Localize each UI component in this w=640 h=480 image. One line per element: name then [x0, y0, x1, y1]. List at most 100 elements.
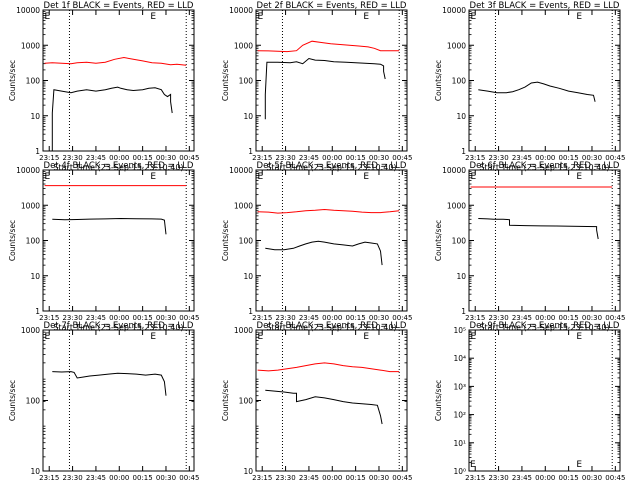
y-tick-label: 1000	[234, 201, 253, 210]
events-series-line	[264, 57, 386, 120]
y-tick-label: 1000	[234, 41, 253, 50]
y-axis-label: Counts/sec	[221, 220, 230, 261]
panel-5: Det 5f BLACK = Events, RED = LLD Counts/s…	[221, 161, 412, 332]
panel-title: Det 9f BLACK = Events, RED = LLD	[470, 321, 620, 331]
y-tick-label: 1	[35, 147, 40, 156]
y-tick-label: 100	[26, 77, 41, 86]
x-tick-label: 00:45	[605, 474, 625, 480]
y-tick-label: 10⁵	[453, 326, 466, 335]
y-tick-label: 100	[452, 237, 467, 246]
x-tick-label: 00:30	[582, 154, 602, 162]
x-tick-label: 00:45	[392, 474, 412, 480]
e-marker-label: E	[576, 172, 582, 182]
events-series-line	[51, 86, 173, 151]
plot-frame	[468, 329, 621, 472]
y-axis-label: Counts/sec	[8, 380, 17, 421]
x-tick-label: 00:00	[109, 474, 129, 480]
y-tick-label: 100	[239, 77, 254, 86]
y-tick-label: 100	[26, 237, 41, 246]
x-tick-label: 00:00	[535, 474, 555, 480]
lld-series-line	[257, 40, 400, 53]
e-marker-label: E	[470, 460, 476, 470]
panel-title: Det 3f BLACK = Events, RED = LLD	[470, 1, 620, 11]
y-tick-label: 10	[456, 112, 466, 121]
x-tick-label: 00:30	[156, 314, 176, 322]
y-tick-label: 10	[30, 272, 40, 281]
x-axis-label: Start Time (23-Sep-15 23:10:40)	[479, 323, 609, 332]
x-tick-label: 00:15	[559, 154, 579, 162]
events-series-line	[265, 240, 383, 266]
e-marker-label: E	[363, 12, 369, 22]
y-tick-label: 10000	[16, 6, 40, 15]
panel-8: Det 8f BLACK = Events, RED = LLD Counts/s…	[221, 321, 412, 480]
x-tick-label: 23:45	[299, 474, 319, 480]
y-axis-label: Counts/sec	[434, 380, 443, 421]
x-tick-label: 00:30	[156, 474, 176, 480]
e-marker-label: E	[258, 332, 264, 342]
events-series-line	[478, 81, 596, 102]
y-tick-label: 1	[461, 307, 466, 316]
x-tick-label: 00:30	[369, 154, 389, 162]
panel-9: Det 9f BLACK = Events, RED = LLD Counts/s…	[434, 321, 625, 480]
x-tick-label: 00:00	[109, 314, 129, 322]
x-tick-label: 23:45	[512, 314, 532, 322]
x-tick-label: 00:45	[179, 474, 199, 480]
events-series-line	[265, 389, 383, 425]
e-marker-label: E	[45, 12, 51, 22]
x-tick-label: 00:00	[109, 154, 129, 162]
e-marker-label: E	[576, 332, 582, 342]
x-tick-label: 00:30	[582, 314, 602, 322]
x-tick-label: 00:00	[535, 154, 555, 162]
y-tick-label: 10¹	[453, 439, 466, 448]
y-tick-label: 10000	[229, 6, 253, 15]
panel-title: Det 1f BLACK = Events, RED = LLD	[44, 1, 194, 11]
y-tick-label: 1	[248, 307, 253, 316]
e-marker-label: E	[471, 12, 477, 22]
x-tick-label: 23:15	[39, 154, 59, 162]
x-axis-label: Start Time (23-Sep-15 23:10:40)	[53, 163, 183, 172]
lld-series-line	[257, 208, 400, 214]
panel-title: Det 2f BLACK = Events, RED = LLD	[257, 1, 407, 11]
x-tick-label: 00:30	[369, 314, 389, 322]
y-tick-label: 100	[239, 237, 254, 246]
events-series-line	[478, 218, 599, 240]
e-marker-label: E	[45, 332, 51, 342]
plot-frame	[42, 9, 195, 152]
x-tick-label: 23:45	[512, 474, 532, 480]
panel-2: Det 2f BLACK = Events, RED = LLD Counts/s…	[221, 1, 412, 172]
plot-frame	[255, 329, 408, 472]
events-series-line	[52, 217, 167, 235]
y-tick-label: 10	[243, 467, 253, 476]
e-marker-label: E	[576, 12, 582, 22]
x-tick-label: 00:00	[322, 154, 342, 162]
x-tick-label: 00:00	[535, 314, 555, 322]
y-tick-label: 10²	[453, 411, 466, 420]
y-tick-label: 10³	[453, 382, 466, 391]
y-tick-label: 10	[243, 272, 253, 281]
e-marker-label: E	[150, 12, 156, 22]
x-tick-label: 23:30	[62, 474, 82, 480]
lld-series-line	[257, 362, 400, 373]
plot-frame	[468, 169, 621, 312]
x-tick-label: 23:45	[299, 154, 319, 162]
y-tick-label: 10	[456, 272, 466, 281]
x-tick-label: 23:15	[39, 314, 59, 322]
y-tick-label: 10	[243, 112, 253, 121]
e-marker-label: E	[150, 172, 156, 182]
x-tick-label: 00:15	[346, 474, 366, 480]
x-tick-label: 23:30	[275, 154, 295, 162]
x-axis-label: Start Time (23-Sep-15 23:10:40)	[479, 163, 609, 172]
y-axis-label: Counts/sec	[221, 380, 230, 421]
panel-title: Det 5f BLACK = Events, RED = LLD	[257, 161, 407, 171]
y-tick-label: 10	[30, 467, 40, 476]
x-tick-label: 23:30	[62, 154, 82, 162]
panel-6: Det 6f BLACK = Events, RED = LLD Counts/s…	[434, 161, 625, 332]
e-marker-label: E	[45, 172, 51, 182]
panel-title: Det 4f BLACK = Events, RED = LLD	[44, 161, 194, 171]
x-axis-label: Start Time (23-Sep-15 23:10:40)	[53, 323, 183, 332]
x-tick-label: 23:45	[86, 314, 106, 322]
y-axis-label: Counts/sec	[434, 60, 443, 101]
x-tick-label: 23:15	[252, 314, 272, 322]
x-tick-label: 23:15	[252, 474, 272, 480]
plot-frame	[255, 169, 408, 312]
